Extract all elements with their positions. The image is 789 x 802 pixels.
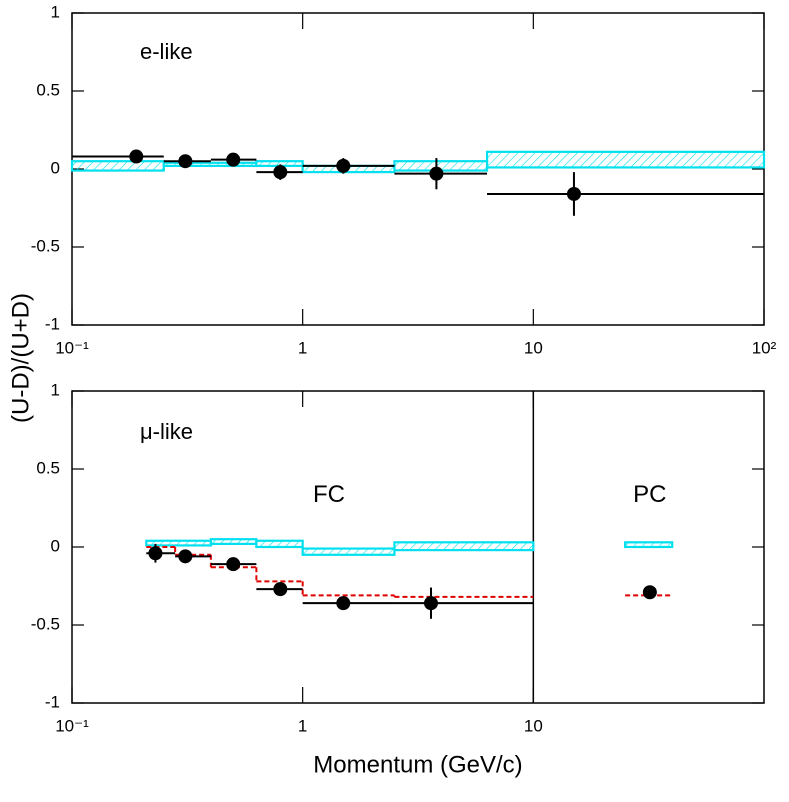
mc-band (624, 541, 674, 549)
data-point (429, 166, 444, 181)
x-tick-label: 10⁻¹ (55, 338, 89, 357)
y-tick-label: 1 (51, 2, 60, 21)
x-tick-label: 1 (298, 338, 307, 357)
y-tick-label: 0 (51, 158, 60, 177)
y-tick-label: -1 (45, 314, 60, 333)
mc-band (162, 161, 258, 167)
y-tick-label: 0.5 (36, 458, 60, 477)
annotation: FC (313, 481, 345, 508)
y-tick-label: 0 (51, 536, 60, 555)
data-point (226, 557, 241, 572)
data-point (178, 549, 193, 564)
x-tick-label: 10 (524, 716, 543, 735)
data-point (273, 582, 288, 597)
data-point (129, 149, 144, 164)
y-tick-label: 1 (51, 380, 60, 399)
x-tick-label: 10⁻¹ (55, 716, 89, 735)
y-tick-label: 0.5 (36, 80, 60, 99)
mc-band (70, 160, 165, 172)
mc-band (255, 539, 304, 549)
y-tick-label: -0.5 (31, 236, 60, 255)
data-point (566, 186, 581, 201)
y-tick-label: -1 (45, 692, 60, 711)
data-point (336, 596, 351, 611)
x-tick-label: 10² (752, 338, 777, 357)
x-tick-label: 10 (524, 338, 543, 357)
mc-band (209, 538, 258, 545)
data-point (273, 165, 288, 180)
mc-band (393, 541, 535, 552)
data-point (423, 596, 438, 611)
annotation: PC (633, 481, 666, 508)
mc-band (485, 150, 766, 169)
y-tick-label: -0.5 (31, 614, 60, 633)
mc-band (301, 547, 396, 556)
panel-label: μ-like (140, 419, 193, 444)
data-point (642, 585, 657, 600)
x-tick-label: 1 (298, 716, 307, 735)
x-axis-label: Momentum (GeV/c) (313, 751, 522, 778)
data-point (226, 152, 241, 167)
data-point (148, 546, 163, 561)
data-point (178, 154, 193, 169)
panel-label: e-like (140, 39, 193, 64)
data-point (336, 158, 351, 173)
y-axis-label: (U-D)/(U+D) (7, 293, 34, 423)
